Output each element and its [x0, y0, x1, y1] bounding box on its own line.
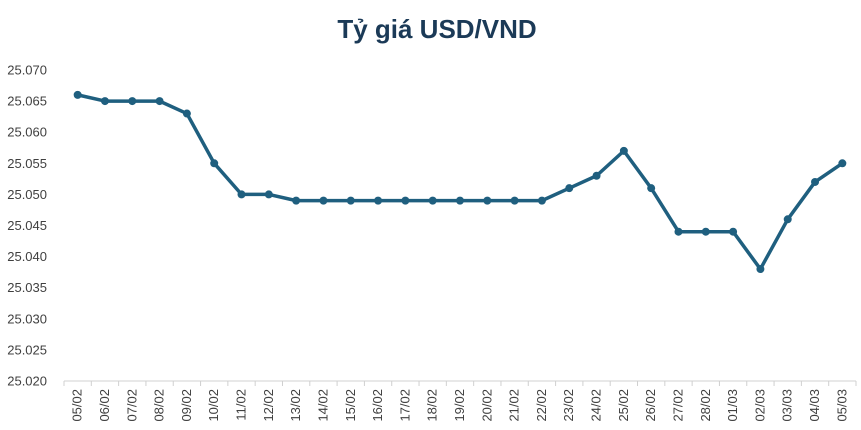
data-point [701, 227, 710, 236]
x-tick-label: 20/02 [479, 389, 494, 422]
data-point [756, 265, 765, 274]
data-point [210, 159, 219, 168]
series-usd-vnd [73, 90, 847, 274]
y-tick-label: 25.040 [7, 249, 47, 264]
x-tick-label: 14/02 [315, 389, 330, 422]
data-point [811, 177, 820, 186]
x-tick-label: 24/02 [589, 389, 604, 422]
y-tick-label: 25.030 [7, 311, 47, 326]
y-tick-label: 25.020 [7, 374, 47, 389]
data-point [428, 196, 437, 205]
x-tick-label: 08/02 [152, 389, 167, 422]
data-point [100, 97, 109, 106]
x-tick-label: 04/03 [807, 389, 822, 422]
x-tick-label: 06/02 [97, 389, 112, 422]
data-point [73, 90, 82, 99]
x-tick-label: 07/02 [124, 389, 139, 422]
x-tick-label: 26/02 [643, 389, 658, 422]
data-point [838, 159, 847, 168]
chart-title: Tỷ giá USD/VND [337, 14, 536, 44]
data-point [319, 196, 328, 205]
x-tick-label: 05/02 [70, 389, 85, 422]
y-tick-label: 25.055 [7, 156, 47, 171]
x-tick-label: 27/02 [670, 389, 685, 422]
x-tick-label: 05/03 [834, 389, 849, 422]
data-point [510, 196, 519, 205]
data-point [374, 196, 383, 205]
data-point [155, 97, 164, 106]
x-tick-label: 22/02 [534, 389, 549, 422]
x-tick-label: 11/02 [234, 389, 249, 421]
x-axis: 05/02 06/02 07/02 08/02 09/02 10/02 11/02 12/02… [63, 380, 857, 422]
x-tick-label: 12/02 [261, 389, 276, 422]
y-tick-label: 25.035 [7, 280, 47, 295]
y-tick-label: 25.070 [7, 63, 47, 78]
data-point [401, 196, 410, 205]
x-tick-label: 23/02 [561, 389, 576, 422]
data-point [264, 190, 273, 199]
data-point [182, 109, 191, 118]
data-point [647, 184, 656, 193]
x-tick-label: 01/03 [725, 389, 740, 422]
x-tick-label: 09/02 [179, 389, 194, 422]
y-tick-label: 25.065 [7, 94, 47, 109]
data-point [783, 215, 792, 224]
data-point [237, 190, 246, 199]
y-tick-label: 25.025 [7, 342, 47, 357]
y-tick-label: 25.060 [7, 125, 47, 140]
data-point [729, 227, 738, 236]
x-tick-label: 13/02 [288, 389, 303, 422]
data-point [292, 196, 301, 205]
x-tick-label: 18/02 [425, 389, 440, 422]
data-point [565, 184, 574, 193]
x-tick-label: 16/02 [370, 389, 385, 422]
x-tick-label: 03/03 [780, 389, 795, 422]
x-tick-label: 02/03 [752, 389, 767, 422]
data-point [592, 171, 601, 180]
x-tick-label: 21/02 [507, 389, 522, 422]
data-point [619, 146, 628, 155]
data-point [483, 196, 492, 205]
x-tick-label: 25/02 [616, 389, 631, 422]
data-point [537, 196, 546, 205]
x-tick-label: 17/02 [397, 389, 412, 422]
data-point [346, 196, 355, 205]
data-point [674, 227, 683, 236]
series-line [75, 93, 845, 271]
data-point [456, 196, 464, 205]
x-tick-label: 19/02 [452, 389, 467, 422]
y-tick-label: 25.050 [7, 187, 47, 202]
x-tick-label: 15/02 [343, 389, 358, 422]
data-point [128, 97, 137, 106]
x-tick-label: 10/02 [206, 389, 221, 422]
x-tick-label: 28/02 [698, 389, 713, 422]
y-tick-label: 25.045 [7, 218, 47, 233]
y-axis: 25.020 25.025 25.030 25.035 25.040 25.045 25.0… [7, 63, 47, 389]
